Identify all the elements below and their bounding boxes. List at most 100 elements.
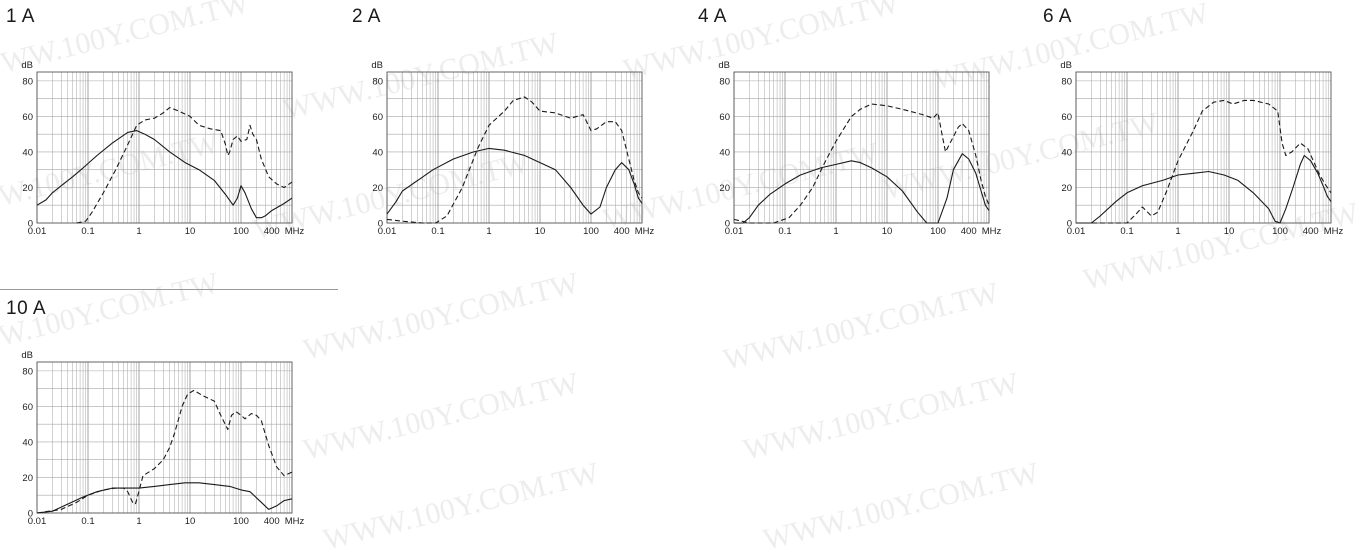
- x-tick-label: 0.1: [778, 226, 791, 237]
- panel-divider: [0, 289, 338, 290]
- plot-frame: [36, 361, 293, 514]
- y-axis-label: dB: [1060, 60, 1072, 71]
- x-tick-label: 100: [1272, 226, 1288, 237]
- chart-panel-6a: 0 20 40 60 80 dB 0.01 0.1 1 10 100 400 MHz: [1060, 60, 1344, 237]
- grid: [1075, 72, 1331, 224]
- series-line-solid: [734, 153, 990, 224]
- y-tick-label: 60: [22, 112, 33, 123]
- y-tick-label: 60: [22, 402, 33, 413]
- chart-title-2a: 2 A: [352, 6, 381, 27]
- watermark-text: WWW.100Y.COM.TW: [720, 276, 1003, 377]
- y-tick-label: 40: [719, 147, 730, 158]
- watermark-text: WWW.100Y.COM.TW: [300, 366, 583, 467]
- y-tick-label: 40: [22, 147, 33, 158]
- y-tick-label: 40: [372, 147, 383, 158]
- x-tick-label: 400: [614, 226, 630, 237]
- x-tick-label: 0.01: [28, 226, 47, 237]
- y-tick-label: 60: [372, 112, 383, 123]
- x-axis-unit: MHz: [285, 226, 305, 237]
- y-tick-label: 80: [372, 76, 383, 87]
- y-tick-label: 0: [28, 219, 33, 230]
- x-tick-label: 0.01: [725, 226, 744, 237]
- y-axis-label: dB: [21, 350, 33, 361]
- x-tick-label: 0.01: [1067, 226, 1086, 237]
- y-axis-label: dB: [371, 60, 383, 71]
- plot-frame: [1075, 71, 1332, 224]
- y-tick-label: 80: [22, 76, 33, 87]
- series-line-solid: [36, 482, 293, 514]
- y-tick-label: 80: [1061, 76, 1072, 87]
- chart-title-1a: 1 A: [6, 6, 35, 27]
- x-axis-unit: MHz: [982, 226, 1002, 237]
- x-tick-label: 0.1: [81, 516, 94, 527]
- x-tick-label: 1: [136, 226, 141, 237]
- x-tick-label: 100: [233, 226, 249, 237]
- series-line-dashed: [386, 96, 643, 224]
- x-tick-label: 400: [1303, 226, 1319, 237]
- x-tick-label: 100: [583, 226, 599, 237]
- y-tick-label: 80: [22, 366, 33, 377]
- y-tick-label: 0: [28, 509, 33, 520]
- x-axis-unit: MHz: [285, 516, 305, 527]
- x-tick-label: 10: [185, 516, 196, 527]
- y-tick-label: 40: [22, 437, 33, 448]
- series-line-dashed: [76, 106, 293, 224]
- y-axis-label: dB: [21, 60, 33, 71]
- series-line-solid: [36, 130, 293, 219]
- x-tick-label: 1: [136, 516, 141, 527]
- y-axis-label: dB: [718, 60, 730, 71]
- x-tick-label: 10: [882, 226, 893, 237]
- chart-panel-2a: 0 20 40 60 80 dB 0.01 0.1 1 10 100 400 MHz: [371, 60, 655, 237]
- chart-panel-10a: 0 20 40 60 80 dB 0.01 0.1 1 10 100 400 MHz: [21, 350, 305, 527]
- grid: [36, 362, 292, 514]
- x-tick-label: 0.1: [431, 226, 444, 237]
- series-line-solid: [1076, 154, 1332, 224]
- y-tick-label: 60: [1061, 112, 1072, 123]
- y-tick-label: 20: [22, 473, 33, 484]
- chart-title-10a: 10 A: [6, 298, 47, 319]
- chart-panel-1a: 0 20 40 60 80 dB 0.01 0.1 1 10 100 400 MHz: [21, 60, 305, 237]
- x-tick-label: 10: [535, 226, 546, 237]
- y-tick-label: 0: [378, 219, 383, 230]
- plot-frame: [386, 71, 643, 224]
- series-line-dashed: [1076, 99, 1332, 224]
- x-tick-label: 400: [264, 516, 280, 527]
- watermark-text: WWW.100Y.COM.TW: [320, 456, 603, 557]
- x-tick-label: 100: [233, 516, 249, 527]
- series-line-dashed: [733, 103, 990, 224]
- watermark-text: WWW.100Y.COM.TW: [300, 266, 583, 367]
- y-tick-label: 20: [22, 183, 33, 194]
- plot-frame: [733, 71, 990, 224]
- grid: [386, 72, 642, 224]
- y-tick-label: 40: [1061, 147, 1072, 158]
- x-axis-unit: MHz: [1324, 226, 1344, 237]
- y-tick-label: 20: [372, 183, 383, 194]
- x-tick-label: 1: [833, 226, 838, 237]
- x-tick-label: 400: [264, 226, 280, 237]
- x-tick-label: 400: [961, 226, 977, 237]
- x-tick-label: 0.01: [28, 516, 47, 527]
- x-tick-label: 0.1: [81, 226, 94, 237]
- y-tick-label: 20: [1061, 183, 1072, 194]
- plot-frame: [36, 71, 293, 224]
- grid: [733, 72, 989, 224]
- y-tick-label: 60: [719, 112, 730, 123]
- watermark-text: WWW.100Y.COM.TW: [740, 366, 1023, 467]
- watermark-text: WWW.100Y.COM.TW: [760, 456, 1043, 557]
- y-tick-label: 80: [719, 76, 730, 87]
- x-tick-label: 10: [185, 226, 196, 237]
- x-tick-label: 0.01: [378, 226, 397, 237]
- y-tick-label: 20: [719, 183, 730, 194]
- x-tick-label: 0.1: [1120, 226, 1133, 237]
- chart-panel-4a: 0 20 40 60 80 dB 0.01 0.1 1 10 100 400 MHz: [718, 60, 1002, 237]
- y-tick-label: 0: [725, 219, 730, 230]
- y-tick-label: 0: [1067, 219, 1072, 230]
- chart-title-6a: 6 A: [1043, 6, 1072, 27]
- x-tick-label: 100: [930, 226, 946, 237]
- chart-title-4a: 4 A: [698, 6, 727, 27]
- x-axis-unit: MHz: [635, 226, 655, 237]
- series-line-solid: [386, 147, 643, 215]
- x-tick-label: 1: [1175, 226, 1180, 237]
- x-tick-label: 10: [1224, 226, 1235, 237]
